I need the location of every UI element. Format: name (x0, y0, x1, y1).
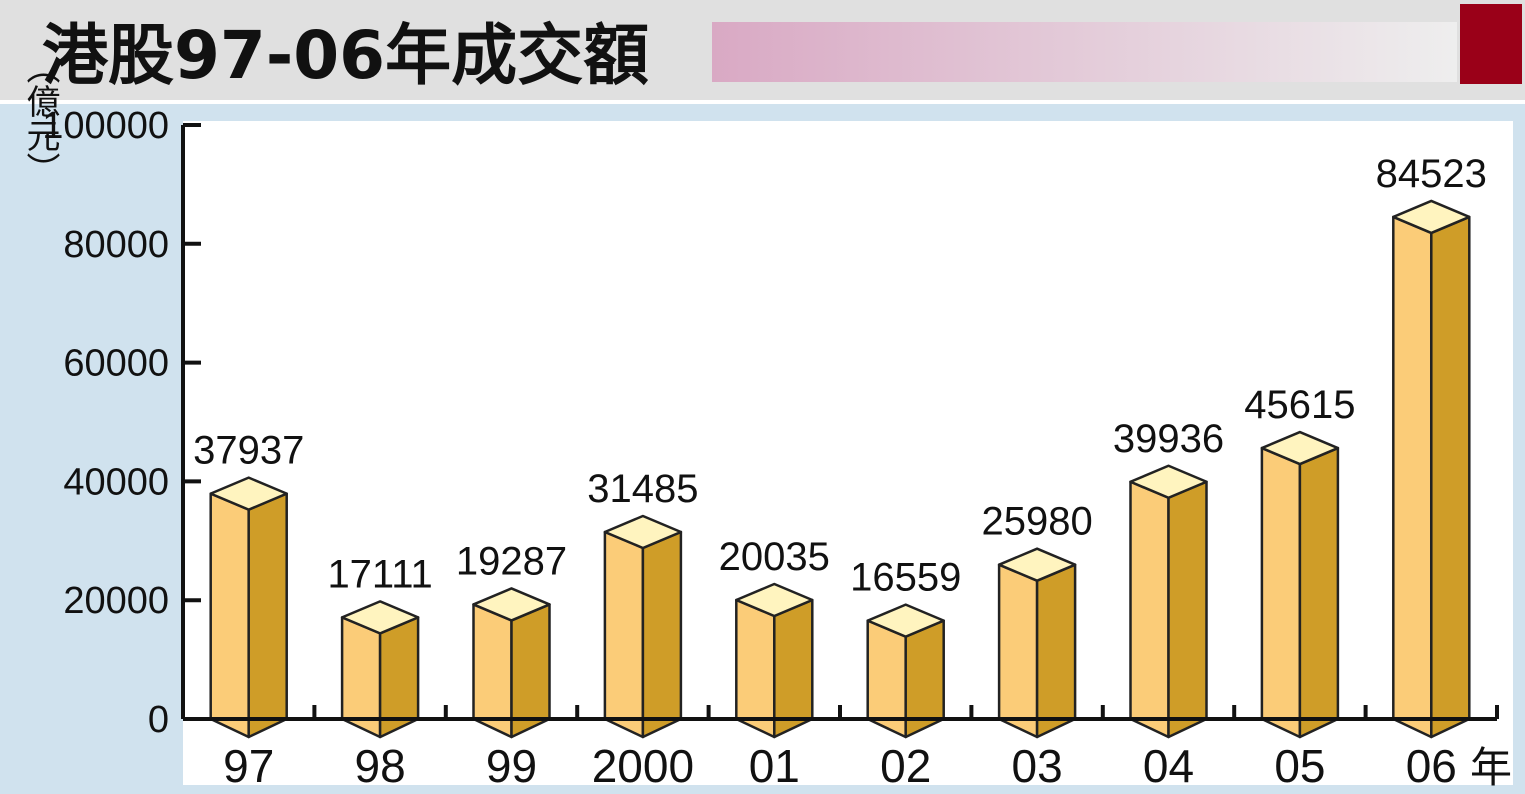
y-axis: 0 20000 40000 60000 80000 100000 (42, 105, 201, 741)
bar-side-face (1167, 480, 1208, 739)
bar-top-face (472, 587, 551, 622)
chart-title: 港股97-06年成交額 (42, 17, 649, 94)
y-tick-label: 100000 (42, 105, 169, 147)
bar-front-face (1129, 480, 1170, 739)
bar-value-label: 17111 (327, 552, 432, 596)
bar-top-face (340, 600, 420, 635)
x-axis: 97 98 99 2000 01 02 03 04 05 06 年 (181, 705, 1512, 792)
y-tick-label: 20000 (63, 580, 169, 622)
x-tick-label: 99 (486, 740, 537, 792)
bar-front-face (1260, 446, 1302, 739)
bar-side-face (1035, 563, 1077, 739)
x-tick-label: 03 (1012, 740, 1063, 792)
bar: 20035 (719, 535, 830, 739)
bar: 39936 (1113, 417, 1224, 739)
bar-value-label: 16559 (850, 556, 961, 600)
bar-value-label: 39936 (1113, 417, 1224, 461)
x-axis-suffix-label: 年 (1470, 743, 1512, 792)
x-tick-label: 2000 (592, 740, 694, 792)
x-tick-label: 05 (1274, 740, 1325, 792)
bar-front-face (997, 563, 1039, 739)
bar-value-label: 20035 (719, 535, 830, 579)
bar: 31485 (587, 467, 699, 739)
bar-front-face (209, 492, 250, 739)
bars-group: 37937 17111 19287 31485 20035 16559 25980 39936… (193, 152, 1487, 739)
bar: 16559 (850, 556, 961, 739)
x-tick-label: 06 (1406, 740, 1457, 792)
bar-side-face (1430, 215, 1471, 739)
x-tick-label: 02 (880, 740, 931, 792)
bar-value-label: 84523 (1376, 152, 1487, 196)
bar-side-face (247, 492, 288, 739)
bar-value-label: 31485 (587, 467, 698, 511)
bar-top-face (603, 514, 683, 550)
bar: 37937 (193, 429, 304, 739)
title-banner-strip (712, 22, 1457, 82)
x-tick-label: 01 (749, 740, 800, 792)
bar-front-face (603, 530, 645, 739)
x-tick-label: 04 (1143, 740, 1194, 792)
bar-top-face (209, 476, 288, 511)
y-axis-unit-label: （億元） (20, 50, 60, 186)
bar-top-face (866, 603, 945, 638)
y-tick-label: 40000 (63, 461, 169, 503)
bar-front-face (1392, 215, 1433, 739)
bar-top-face (1392, 199, 1471, 235)
x-tick-label: 97 (223, 740, 274, 792)
accent-block (1460, 4, 1522, 84)
bar: 45615 (1244, 383, 1356, 739)
y-tick-label: 0 (148, 699, 169, 741)
bar-side-face (1298, 446, 1340, 739)
bar-value-label: 45615 (1244, 383, 1355, 427)
bar-value-label: 19287 (456, 539, 567, 583)
bar-value-label: 25980 (981, 500, 1092, 544)
bar-value-label: 37937 (193, 429, 304, 473)
y-tick-label: 60000 (63, 343, 169, 385)
bar-top-face (735, 582, 814, 618)
bar: 17111 (327, 552, 433, 739)
bar-top-face (997, 547, 1077, 582)
bar-side-face (773, 598, 814, 739)
bar-top-face (1129, 464, 1208, 500)
bar-front-face (735, 598, 776, 739)
bar: 19287 (456, 539, 567, 739)
bar: 25980 (981, 500, 1093, 739)
bar: 84523 (1376, 152, 1487, 739)
y-tick-label: 80000 (63, 224, 169, 266)
bar-top-face (1260, 430, 1340, 466)
x-tick-label: 98 (355, 740, 406, 792)
bar-side-face (641, 530, 683, 739)
